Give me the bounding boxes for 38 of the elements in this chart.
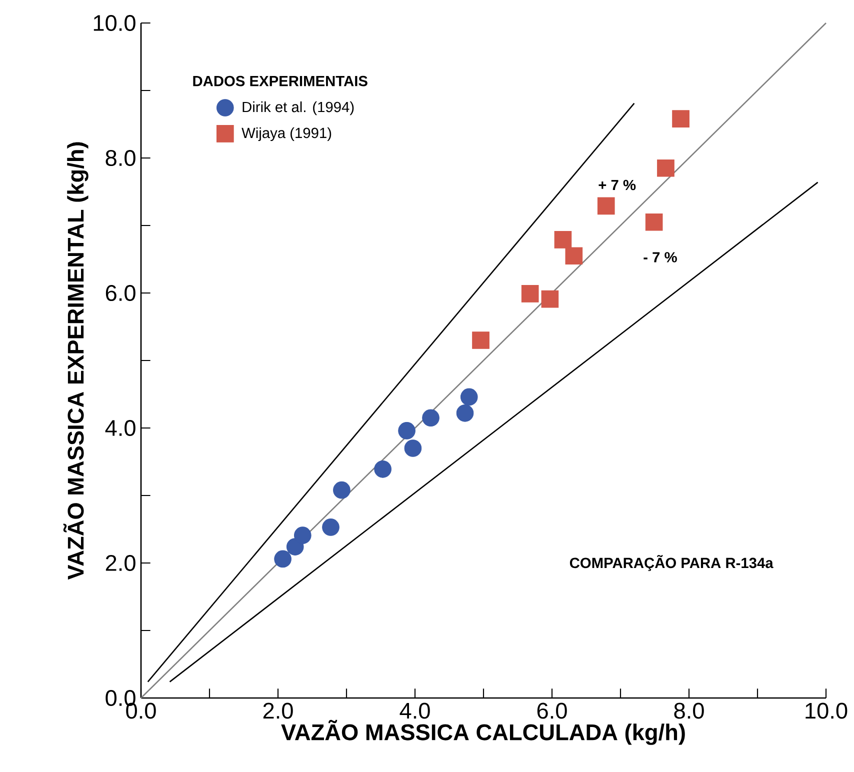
y-tick-label: 6.0	[106, 284, 136, 302]
point	[565, 247, 583, 265]
y-tick-label: 8.0	[106, 150, 136, 166]
y-tick-label: 4.0	[105, 420, 136, 436]
point	[422, 409, 440, 427]
point	[322, 518, 340, 536]
point	[554, 231, 572, 248]
legend-label: Wijaya (1991)	[242, 127, 332, 142]
point	[541, 290, 559, 308]
point	[521, 285, 539, 302]
annotation: + 7 %	[598, 180, 636, 190]
y-tick-label: 2.0	[106, 554, 136, 572]
point	[374, 460, 392, 478]
point	[472, 332, 490, 349]
point	[294, 526, 312, 544]
point	[672, 110, 690, 128]
point	[597, 197, 615, 215]
point	[274, 550, 292, 568]
point	[645, 213, 663, 231]
x-tick-label: 8.0	[674, 702, 704, 719]
point	[657, 159, 674, 177]
x-tick-label: 4.0	[400, 702, 430, 719]
x-tick-label: 6.0	[537, 702, 567, 719]
y-axis-title: VAZÃO MASSICA EXPERIMENTAL (kg/h)	[63, 142, 88, 580]
y-tick-label: 10.0	[94, 14, 136, 32]
annotation: - 7 %	[644, 252, 677, 262]
point	[286, 538, 304, 556]
point	[404, 440, 422, 457]
annotation: COMPARAÇÃO PARA R-134a	[570, 554, 774, 572]
x-tick-label: 2.0	[263, 702, 293, 719]
x-axis-title: VAZÃO MASSICA CALCULADA (kg/h)	[281, 720, 685, 745]
x-tick-label: 10.0	[806, 702, 848, 719]
point	[460, 388, 478, 406]
point	[333, 481, 350, 499]
point	[398, 422, 416, 440]
legend-label: Dirik et al. (1994)	[242, 101, 354, 116]
legend-title: DADOS EXPERIMENTAIS	[193, 76, 368, 86]
point	[456, 404, 474, 422]
